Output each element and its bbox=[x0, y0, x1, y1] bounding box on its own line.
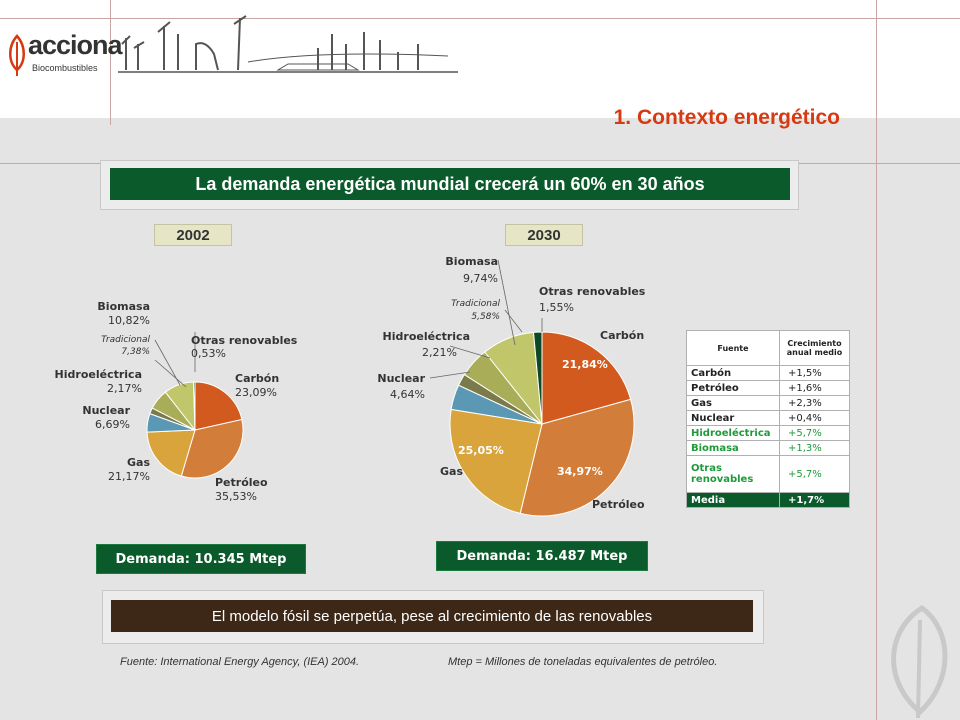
value-2002-petroleo: 35,53% bbox=[215, 490, 257, 503]
table-row: Carbón +1,5% bbox=[686, 365, 850, 381]
cell-source: Hidroeléctrica bbox=[686, 425, 780, 441]
headline-banner: La demanda energética mundial crecerá un… bbox=[110, 168, 790, 200]
pie-slice-2002-gas bbox=[146, 429, 196, 477]
cell-source: Carbón bbox=[686, 365, 780, 381]
value-2002-hidro: 2,17% bbox=[107, 382, 142, 395]
cell-value: +5,7% bbox=[779, 455, 850, 493]
label-2002-gas: Gas bbox=[127, 456, 150, 469]
footnote-note: Mtep = Millones de toneladas equivalente… bbox=[448, 656, 718, 668]
logo: acciona Biocombustibles bbox=[6, 30, 123, 80]
inner-label-2030-gas: 25,05% bbox=[458, 444, 504, 457]
growth-table: Fuente Crecimiento anual medio Carbón +1,… bbox=[686, 330, 850, 508]
table-row: Biomasa +1,3% bbox=[686, 440, 850, 456]
label-2030-petroleo: Petróleo bbox=[592, 498, 645, 511]
label-2002-nuclear: Nuclear bbox=[82, 404, 130, 417]
label-2030-nuclear: Nuclear bbox=[377, 372, 425, 385]
label-2002-biomasa: Biomasa bbox=[97, 300, 150, 313]
value-2030-otras: 1,55% bbox=[539, 301, 574, 314]
pie-slice-2030-petroleo bbox=[519, 398, 635, 517]
value-2030-hidro: 2,21% bbox=[422, 346, 457, 359]
label-2002-hidro: Hidroeléctrica bbox=[55, 368, 142, 381]
label-2030-gas: Gas bbox=[440, 465, 463, 478]
value-2002-gas: 21,17% bbox=[108, 470, 150, 483]
divider-right bbox=[876, 0, 877, 720]
value-2002-tradicional: 7,38% bbox=[121, 347, 150, 357]
logo-word: acciona bbox=[28, 30, 123, 60]
table-row: Otras renovables +5,7% bbox=[686, 455, 850, 493]
cell-value: +5,7% bbox=[779, 425, 850, 441]
value-2030-tradicional: 5,58% bbox=[471, 312, 500, 322]
value-2002-biomasa: 10,82% bbox=[108, 314, 150, 327]
leader-lines-2030 bbox=[429, 259, 543, 379]
table-row: Hidroeléctrica +5,7% bbox=[686, 425, 850, 441]
label-2002-otras: Otras renovables bbox=[191, 334, 298, 347]
cell-value: +1,5% bbox=[779, 365, 850, 381]
table-row: Nuclear +0,4% bbox=[686, 410, 850, 426]
cell-source: Biomasa bbox=[686, 440, 780, 456]
footnote-source: Fuente: International Energy Agency, (IE… bbox=[120, 656, 360, 668]
pie-slice-2030-gas bbox=[449, 408, 543, 514]
conclusion-banner: El modelo fósil se perpetúa, pese al cre… bbox=[111, 600, 753, 632]
year-label-2002: 2002 bbox=[154, 224, 232, 246]
label-2030-biomasa: Biomasa bbox=[445, 255, 498, 268]
col-header-growth: Crecimiento anual medio bbox=[779, 330, 850, 366]
landscape-sketch bbox=[118, 15, 458, 73]
header-band bbox=[0, 0, 960, 118]
cell-source: Otras renovables bbox=[686, 455, 780, 493]
cell-source: Media bbox=[686, 492, 780, 508]
value-2030-nuclear: 4,64% bbox=[390, 388, 425, 401]
demand-2002: Demanda: 10.345 Mtep bbox=[96, 544, 306, 574]
label-2002-tradicional: Tradicional bbox=[101, 335, 150, 345]
cell-value: +0,4% bbox=[779, 410, 850, 426]
pie-chart-2030: Carbón Petróleo Gas Nuclear 4,64% Hidroe… bbox=[377, 255, 646, 517]
leaf-icon bbox=[9, 34, 25, 76]
table-row: Gas +2,3% bbox=[686, 395, 850, 411]
pie-slice-2030-carbon bbox=[541, 331, 632, 425]
cell-value: +1,6% bbox=[779, 380, 850, 396]
year-label-2030: 2030 bbox=[505, 224, 583, 246]
leaf-watermark-icon bbox=[891, 604, 948, 719]
value-2002-nuclear: 6,69% bbox=[95, 418, 130, 431]
leader-lines-2002 bbox=[154, 332, 196, 388]
pie-slice-2002-otras-renovables bbox=[192, 381, 196, 431]
section-title: 1. Contexto energético bbox=[613, 106, 840, 129]
label-2030-carbon: Carbón bbox=[600, 329, 644, 342]
cell-source: Nuclear bbox=[686, 410, 780, 426]
value-2030-biomasa: 9,74% bbox=[463, 272, 498, 285]
inner-label-2030-petroleo: 34,97% bbox=[557, 465, 603, 478]
label-2030-hidro: Hidroeléctrica bbox=[383, 330, 470, 343]
cell-source: Gas bbox=[686, 395, 780, 411]
pie-slice-2002-carbon bbox=[194, 381, 243, 431]
logo-subtitle: Biocombustibles bbox=[32, 63, 98, 73]
label-2002-petroleo: Petróleo bbox=[215, 476, 268, 489]
cell-value: +1,7% bbox=[779, 492, 850, 508]
table-row: Petróleo +1,6% bbox=[686, 380, 850, 396]
cell-value: +2,3% bbox=[779, 395, 850, 411]
pie-chart-2002: Carbón 23,09% Petróleo 35,53% Gas 21,17%… bbox=[55, 300, 298, 503]
divider-top bbox=[0, 18, 960, 19]
value-2002-otras: 0,53% bbox=[191, 347, 226, 360]
label-2002-carbon: Carbón bbox=[235, 372, 279, 385]
value-2002-carbon: 23,09% bbox=[235, 386, 277, 399]
cell-source: Petróleo bbox=[686, 380, 780, 396]
label-2030-tradicional: Tradicional bbox=[451, 299, 500, 309]
label-2030-otras: Otras renovables bbox=[539, 285, 646, 298]
inner-label-2030-carbon: 21,84% bbox=[562, 358, 608, 371]
table-row-average: Media +1,7% bbox=[686, 492, 850, 508]
demand-2030: Demanda: 16.487 Mtep bbox=[436, 541, 648, 571]
cell-value: +1,3% bbox=[779, 440, 850, 456]
col-header-source: Fuente bbox=[686, 330, 780, 366]
pie-slice-2002-petroleo bbox=[180, 418, 244, 479]
divider-logo bbox=[110, 0, 111, 125]
